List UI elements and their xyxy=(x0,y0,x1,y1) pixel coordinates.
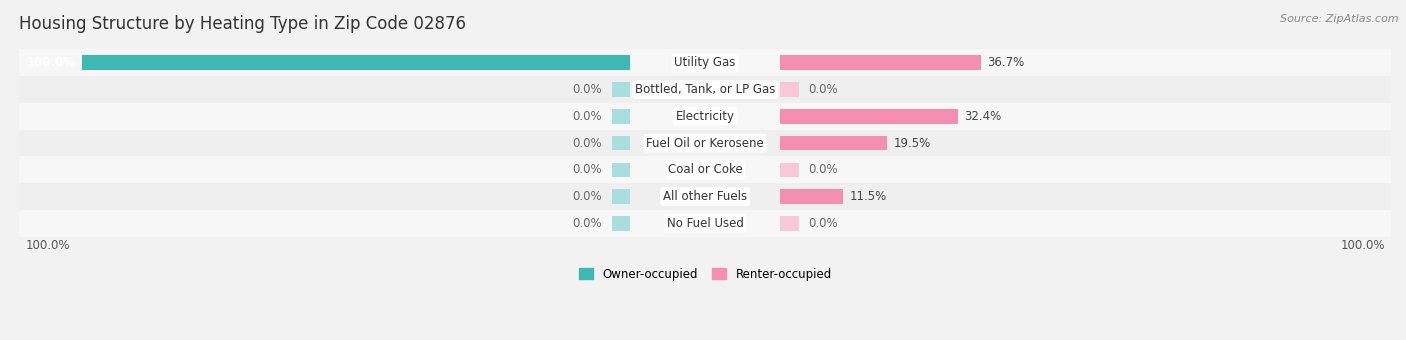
Text: No Fuel Used: No Fuel Used xyxy=(666,217,744,230)
Text: Coal or Coke: Coal or Coke xyxy=(668,163,742,176)
Text: 100.0%: 100.0% xyxy=(25,239,70,252)
Bar xyxy=(20,50,1391,76)
Bar xyxy=(780,55,981,70)
Text: 36.7%: 36.7% xyxy=(987,56,1025,69)
Bar xyxy=(780,216,799,231)
Bar xyxy=(20,156,1391,183)
Bar xyxy=(780,189,844,204)
Bar xyxy=(612,109,630,124)
Bar xyxy=(20,103,1391,130)
Text: 0.0%: 0.0% xyxy=(572,217,602,230)
Legend: Owner-occupied, Renter-occupied: Owner-occupied, Renter-occupied xyxy=(574,263,837,286)
Bar xyxy=(780,82,799,97)
Text: 0.0%: 0.0% xyxy=(808,83,838,96)
Bar xyxy=(612,136,630,151)
Text: 100.0%: 100.0% xyxy=(1340,239,1385,252)
Text: 0.0%: 0.0% xyxy=(572,137,602,150)
Bar xyxy=(612,82,630,97)
Bar xyxy=(780,163,799,177)
Bar xyxy=(780,136,887,151)
Text: 0.0%: 0.0% xyxy=(572,163,602,176)
Text: 32.4%: 32.4% xyxy=(965,110,1001,123)
Text: Fuel Oil or Kerosene: Fuel Oil or Kerosene xyxy=(647,137,763,150)
Bar xyxy=(20,130,1391,156)
Text: All other Fuels: All other Fuels xyxy=(664,190,747,203)
Bar xyxy=(82,55,630,70)
Text: 0.0%: 0.0% xyxy=(572,190,602,203)
Text: 0.0%: 0.0% xyxy=(572,83,602,96)
Text: Housing Structure by Heating Type in Zip Code 02876: Housing Structure by Heating Type in Zip… xyxy=(20,15,467,33)
Text: 0.0%: 0.0% xyxy=(808,163,838,176)
Text: Bottled, Tank, or LP Gas: Bottled, Tank, or LP Gas xyxy=(636,83,775,96)
Text: Utility Gas: Utility Gas xyxy=(675,56,735,69)
Bar xyxy=(612,216,630,231)
Bar xyxy=(20,183,1391,210)
Text: Source: ZipAtlas.com: Source: ZipAtlas.com xyxy=(1281,14,1399,23)
Text: 19.5%: 19.5% xyxy=(893,137,931,150)
Bar xyxy=(612,189,630,204)
Text: 11.5%: 11.5% xyxy=(849,190,887,203)
Bar xyxy=(20,210,1391,237)
Bar xyxy=(612,163,630,177)
Text: 0.0%: 0.0% xyxy=(572,110,602,123)
Text: 100.0%: 100.0% xyxy=(27,56,76,69)
Bar xyxy=(20,76,1391,103)
Bar xyxy=(780,109,957,124)
Text: 0.0%: 0.0% xyxy=(808,217,838,230)
Text: Electricity: Electricity xyxy=(676,110,735,123)
